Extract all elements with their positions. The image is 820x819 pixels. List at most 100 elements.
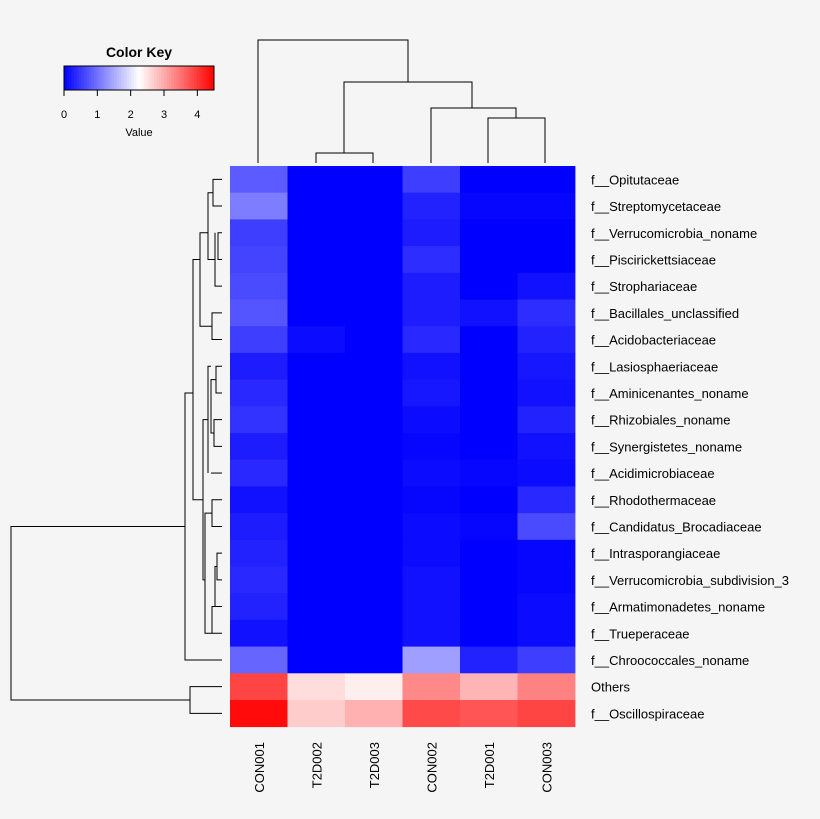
heatmap-cell	[230, 539, 288, 567]
column-labels: CON001 T2D002 T2D003 CON002 T2D001 CON003	[252, 742, 555, 793]
heatmap-cell	[230, 700, 288, 728]
heatmap-cell	[345, 433, 403, 461]
color-key-swatch	[204, 66, 207, 90]
heatmap-cell	[460, 246, 518, 274]
heatmap-cell	[230, 593, 288, 621]
heatmap-cell	[230, 619, 288, 647]
heatmap-cell	[287, 593, 346, 621]
heatmap-cell	[517, 246, 576, 274]
heatmap-cell	[230, 566, 288, 594]
heatmap-cell	[345, 272, 403, 300]
color-key-swatch	[111, 66, 115, 90]
heatmap-cell	[460, 379, 518, 407]
row-dendrogram-branch	[217, 232, 222, 260]
heatmap-cell	[345, 459, 403, 487]
heatmap-cell	[460, 299, 518, 327]
heatmap-cell	[402, 459, 461, 487]
heatmap-cell	[402, 486, 461, 514]
color-key-frame	[63, 65, 215, 91]
row-dendrogram-branch	[204, 512, 212, 634]
heatmap-cell	[287, 352, 346, 380]
heatmap-cell	[460, 219, 518, 247]
heatmap-cell	[230, 166, 288, 194]
color-key-gradient	[64, 66, 215, 90]
row-label: f__Lasiosphaeriaceae	[591, 359, 718, 374]
color-key-swatch	[139, 66, 142, 90]
heatmap-cell	[287, 619, 346, 647]
heatmap-cell	[287, 513, 346, 541]
heatmap-cell	[402, 246, 461, 274]
heatmap-cell	[230, 459, 288, 487]
heatmap-cell	[517, 299, 576, 327]
heatmap-cell	[345, 246, 403, 274]
row-label: Others	[591, 680, 631, 695]
heatmap-cell	[402, 192, 461, 220]
column-label: CON003	[539, 742, 554, 793]
heatmap-cell	[287, 700, 346, 728]
heatmap-cell	[517, 539, 576, 567]
heatmap-cell	[287, 272, 346, 300]
heatmap-cell	[287, 219, 346, 247]
heatmap-cell	[402, 513, 461, 541]
color-key-title: Color Key	[106, 44, 172, 60]
row-dendrogram-branch	[214, 232, 222, 287]
heatmap-cell	[517, 272, 576, 300]
color-key-swatch	[154, 66, 157, 90]
color-key-swatch	[171, 66, 175, 90]
color-key-swatch	[106, 66, 110, 90]
color-key-swatch	[156, 66, 160, 90]
color-key: Color Key 0 1 2 3 4 Value	[61, 44, 215, 139]
color-key-swatch	[191, 66, 195, 90]
heatmap-cell	[287, 459, 346, 487]
heatmap-cell	[460, 486, 518, 514]
heatmap-cell	[460, 459, 518, 487]
heatmap-cell	[402, 379, 461, 407]
heatmap-cell	[230, 406, 288, 434]
row-dendrogram-branch	[216, 552, 222, 581]
heatmap-cell	[460, 192, 518, 220]
heatmap-cell	[460, 566, 518, 594]
heatmap-cell	[287, 326, 346, 354]
heatmap-cell	[287, 433, 346, 461]
row-label: f__Rhodothermaceae	[591, 493, 716, 508]
heatmap-cell	[402, 619, 461, 647]
color-key-tick-label: 0	[61, 109, 67, 121]
heatmap-cell	[287, 486, 346, 514]
color-key-swatch	[94, 66, 97, 90]
row-dendrogram-branch	[189, 686, 222, 714]
heatmap-cell	[230, 246, 288, 274]
heatmap-cell	[287, 673, 346, 701]
color-key-swatch	[121, 66, 125, 90]
heatmap-cell	[287, 566, 346, 594]
heatmap-cell	[345, 673, 403, 701]
color-key-swatch	[96, 66, 100, 90]
row-dendrogram-branch	[199, 232, 212, 327]
color-key-swatch	[144, 66, 147, 90]
heatmap-cell	[460, 272, 518, 300]
color-key-swatch	[79, 66, 82, 90]
row-dendrogram-branch	[212, 178, 222, 207]
row-dendrogram-branch	[210, 379, 216, 434]
row-dendrogram-branch	[215, 365, 222, 394]
heatmap-cell	[345, 566, 403, 594]
row-dendrogram-branch	[207, 365, 211, 474]
heatmap-cell	[517, 459, 576, 487]
heatmap-cell	[345, 619, 403, 647]
heatmap-cell	[230, 433, 288, 461]
color-key-swatch	[99, 66, 102, 90]
color-key-swatch	[91, 66, 95, 90]
row-label: f__Acidimicrobiaceae	[591, 466, 715, 481]
heatmap-cell	[402, 272, 461, 300]
heatmap-cell	[230, 673, 288, 701]
heatmap-cell	[402, 352, 461, 380]
color-key-swatch	[196, 66, 200, 90]
color-key-swatch	[126, 66, 130, 90]
heatmap-cell	[517, 619, 576, 647]
color-key-swatch	[136, 66, 140, 90]
color-key-swatch	[209, 66, 212, 90]
heatmap-cell	[345, 539, 403, 567]
column-label: CON002	[424, 742, 439, 793]
row-dendrogram-branch	[214, 566, 222, 608]
row-label: f__Piscirickettsiaceae	[591, 252, 716, 267]
